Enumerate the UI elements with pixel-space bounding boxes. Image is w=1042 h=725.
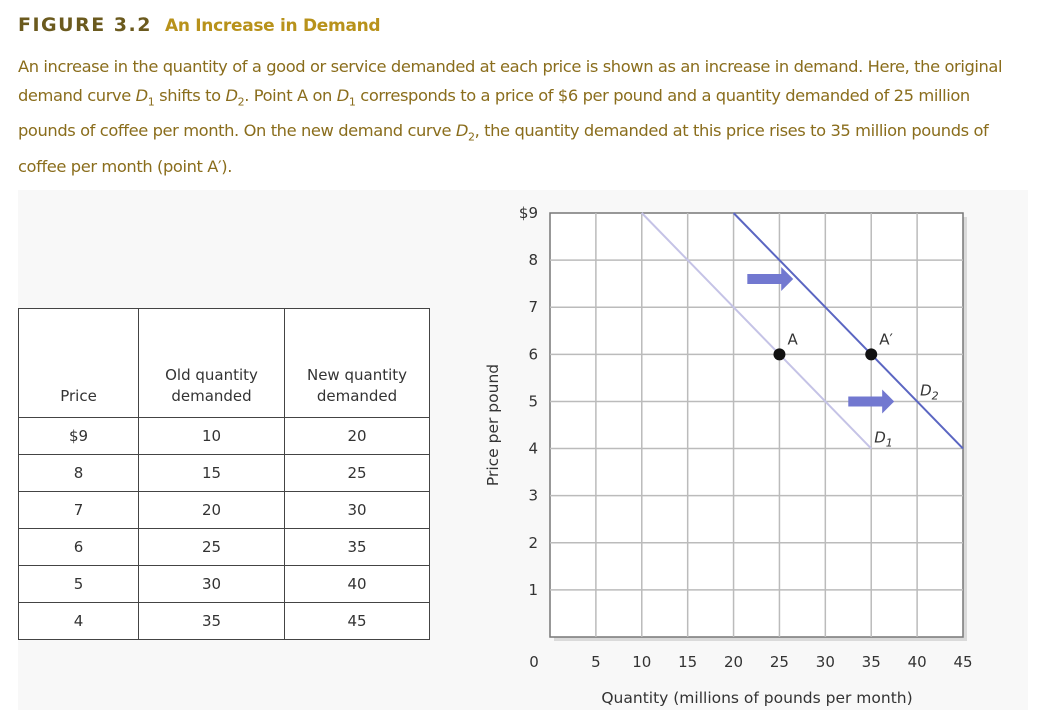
demand-curve-d2 xyxy=(732,212,964,450)
y-tick-label: 6 xyxy=(528,345,538,363)
table-header-row: Price Old quantity demanded New quantity… xyxy=(18,308,430,418)
demand-curve-d1 xyxy=(641,212,872,450)
header-new-quantity: New quantity demanded xyxy=(284,308,430,418)
table-cell: 35 xyxy=(138,602,285,640)
table-cell: 5 xyxy=(18,565,139,603)
table-cell: 25 xyxy=(284,454,430,492)
x-axis-label: Quantity (millions of pounds per month) xyxy=(601,689,912,707)
point-label: A xyxy=(787,330,798,348)
table-cell: 8 xyxy=(18,454,139,492)
x-tick-label: 40 xyxy=(908,653,927,671)
y-tick-label: $9 xyxy=(519,204,538,222)
point-A xyxy=(773,348,786,361)
figure-title: An Increase in Demand xyxy=(165,16,381,36)
y-tick-label: 3 xyxy=(528,487,538,505)
x-tick-label: 10 xyxy=(632,653,651,671)
x-tick-label: 45 xyxy=(953,653,972,671)
y-axis-label: Price per pound xyxy=(484,364,502,486)
point-label: A′ xyxy=(879,330,893,348)
shift-arrow xyxy=(747,266,794,291)
table-cell: 10 xyxy=(138,417,285,455)
x-tick-label: 25 xyxy=(770,653,789,671)
x-tick-label: 0 xyxy=(529,653,539,671)
y-tick-label: 5 xyxy=(528,392,538,410)
shift-arrow xyxy=(848,389,895,414)
x-tick-label: 5 xyxy=(591,653,601,671)
table-cell: $9 xyxy=(18,417,139,455)
point-A′ xyxy=(865,348,878,361)
y-tick-label: 4 xyxy=(528,440,538,458)
table-row: 8 15 25 xyxy=(18,454,430,492)
table-cell: 4 xyxy=(18,602,139,640)
y-tick-label: 2 xyxy=(528,534,538,552)
x-tick-label: 20 xyxy=(724,653,743,671)
table-row: $9 10 20 xyxy=(18,417,430,455)
table-cell: 15 xyxy=(138,454,285,492)
y-tick-label: 8 xyxy=(528,251,538,269)
x-tick-label: 35 xyxy=(862,653,881,671)
table-cell: 45 xyxy=(284,602,430,640)
figure-label: FIGURE 3.2 xyxy=(18,14,152,36)
header-price: Price xyxy=(18,308,139,418)
y-tick-label: 1 xyxy=(528,581,538,599)
table-cell: 35 xyxy=(284,528,430,566)
figure-caption: An increase in the quantity of a good or… xyxy=(18,57,1003,176)
table-row: 6 25 35 xyxy=(18,528,430,566)
x-tick-label: 30 xyxy=(816,653,835,671)
table-row: 4 35 45 xyxy=(18,602,430,640)
demand-schedule-table: Price Old quantity demanded New quantity… xyxy=(18,308,430,640)
x-tick-label: 15 xyxy=(678,653,697,671)
header-old-quantity: Old quantity demanded xyxy=(138,308,285,418)
table-cell: 30 xyxy=(138,565,285,603)
y-tick-label: 7 xyxy=(528,298,538,316)
